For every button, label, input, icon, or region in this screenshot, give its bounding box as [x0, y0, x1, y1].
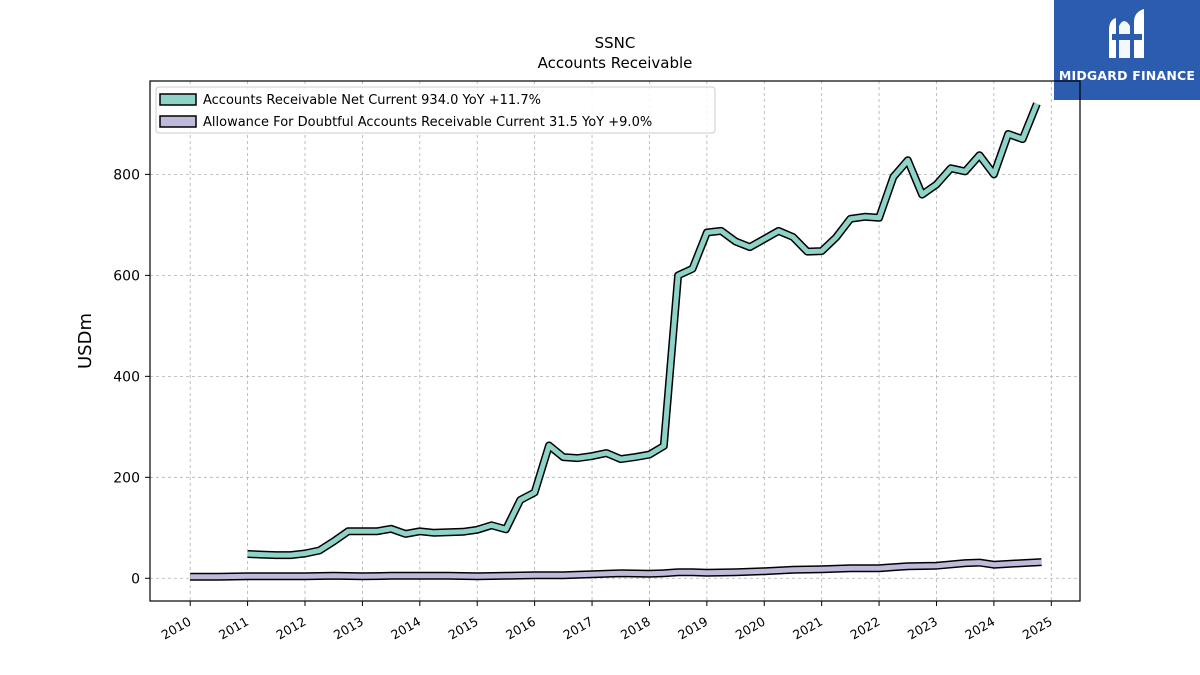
allowance-line [190, 558, 1042, 581]
y-axis-label: USDm [75, 313, 96, 369]
x-tick-label: 2011 [216, 614, 251, 643]
chart-subtitle: Accounts Receivable [538, 54, 693, 72]
legend-label-receivable: Accounts Receivable Net Current 934.0 Yo… [203, 93, 541, 108]
x-tick-label: 2010 [159, 614, 194, 643]
legend-swatch-allowance [159, 115, 197, 128]
x-tick-label: 2021 [790, 614, 825, 643]
x-tick-label: 2023 [905, 614, 940, 643]
accounts-receivable-line-fill [247, 102, 1040, 558]
x-tick-label: 2015 [446, 614, 481, 643]
x-tick-label: 2022 [848, 614, 883, 643]
y-tick-label: 400 [113, 369, 140, 385]
legend: Accounts Receivable Net Current 934.0 Yo… [155, 86, 716, 134]
accounts-receivable-line-outline [247, 102, 1041, 560]
y-tick-label: 800 [113, 167, 140, 183]
y-tick-label: 600 [113, 268, 140, 284]
plot-frame [149, 80, 1081, 602]
legend-frame [155, 86, 716, 134]
legend-label-allowance: Allowance For Doubtful Accounts Receivab… [203, 115, 652, 130]
legend-swatch-receivable [159, 93, 197, 106]
x-tick-label: 2016 [503, 614, 538, 643]
x-tick-label: 2014 [388, 614, 423, 643]
y-tick-label: 200 [113, 470, 140, 486]
brand-logo: MIDGARD FINANCE [1054, 0, 1200, 100]
x-tick-label: 2018 [618, 614, 653, 643]
series-group [190, 102, 1042, 581]
x-tick-label: 2020 [733, 614, 768, 643]
x-tick-label: 2025 [1020, 614, 1055, 643]
x-tick-label: 2012 [273, 614, 308, 643]
x-tick-label: 2024 [962, 614, 997, 643]
brand-name: MIDGARD FINANCE [1058, 68, 1196, 83]
chart-title: SSNC [595, 34, 636, 52]
x-tick-label: 2013 [331, 614, 366, 643]
allowance-line-fill [190, 559, 1042, 580]
grid [150, 81, 1080, 601]
x-tick-label: 2019 [675, 614, 710, 643]
logo-mark-icon [1109, 9, 1144, 58]
accounts-receivable-line [247, 102, 1041, 560]
x-tick-label: 2017 [560, 614, 595, 643]
y-tick-label: 0 [131, 571, 140, 587]
